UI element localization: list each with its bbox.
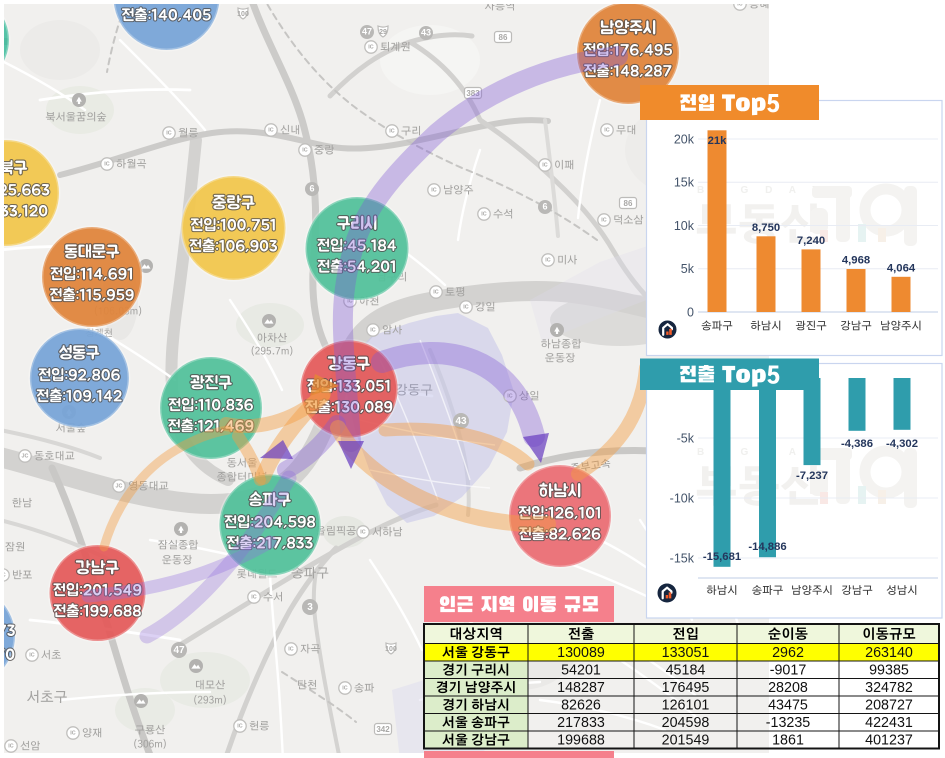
svg-text:43: 43 bbox=[455, 416, 467, 427]
svg-text:20k: 20k bbox=[674, 132, 695, 146]
svg-text:126101: 126101 bbox=[662, 697, 710, 713]
svg-text:199688: 199688 bbox=[557, 732, 605, 748]
svg-text:IC: IC bbox=[463, 305, 468, 311]
svg-text:IC: IC bbox=[342, 686, 347, 692]
svg-text:130089: 130089 bbox=[557, 645, 605, 661]
svg-text:28208: 28208 bbox=[768, 680, 808, 696]
svg-text:148287: 148287 bbox=[557, 680, 605, 696]
svg-text:-4,302: -4,302 bbox=[886, 438, 918, 450]
svg-text:176495: 176495 bbox=[662, 680, 710, 696]
svg-text:IC: IC bbox=[433, 290, 438, 296]
svg-text:JC: JC bbox=[116, 484, 123, 490]
svg-text:5k: 5k bbox=[681, 262, 695, 276]
svg-text:IC: IC bbox=[104, 162, 109, 168]
svg-text:29: 29 bbox=[379, 29, 387, 36]
svg-text:4,064: 4,064 bbox=[887, 262, 916, 274]
svg-text:IC: IC bbox=[251, 595, 256, 601]
svg-text:1861: 1861 bbox=[772, 732, 804, 748]
svg-text:-13235: -13235 bbox=[766, 715, 811, 731]
svg-text:100: 100 bbox=[237, 11, 249, 18]
svg-text:IC: IC bbox=[70, 731, 75, 737]
svg-text:263140: 263140 bbox=[865, 645, 913, 661]
svg-text:3: 3 bbox=[307, 602, 313, 613]
svg-text:2962: 2962 bbox=[772, 645, 804, 661]
svg-text:IC: IC bbox=[360, 530, 365, 536]
svg-text:201549: 201549 bbox=[662, 732, 710, 748]
svg-text:-9017: -9017 bbox=[770, 662, 807, 678]
svg-text:54201: 54201 bbox=[561, 662, 601, 678]
svg-text:-14,886: -14,886 bbox=[748, 541, 786, 553]
svg-text:6: 6 bbox=[542, 202, 547, 212]
svg-text:IC: IC bbox=[237, 724, 242, 730]
svg-text:15k: 15k bbox=[674, 176, 695, 190]
svg-text:45184: 45184 bbox=[666, 662, 706, 678]
svg-text:47: 47 bbox=[173, 645, 185, 656]
svg-text:99385: 99385 bbox=[869, 662, 909, 678]
svg-text:IC: IC bbox=[737, 2, 742, 8]
svg-text:IC: IC bbox=[601, 218, 606, 224]
svg-text:82626: 82626 bbox=[561, 697, 601, 713]
svg-text:IC: IC bbox=[0, 573, 5, 579]
svg-text:JC: JC bbox=[22, 454, 29, 460]
svg-text:324782: 324782 bbox=[865, 680, 913, 696]
svg-text:IC: IC bbox=[288, 647, 293, 653]
svg-text:204598: 204598 bbox=[662, 715, 710, 731]
svg-text:4,968: 4,968 bbox=[842, 255, 870, 267]
svg-text:B I G D A T A: B I G D A T A bbox=[697, 185, 849, 196]
svg-text:86: 86 bbox=[499, 33, 508, 42]
svg-text:IC: IC bbox=[268, 128, 273, 134]
svg-text:-10k: -10k bbox=[670, 491, 695, 505]
svg-text:IC: IC bbox=[347, 299, 352, 305]
svg-text:IC: IC bbox=[481, 212, 486, 218]
svg-text:21k: 21k bbox=[708, 135, 728, 147]
svg-text:-4,386: -4,386 bbox=[841, 438, 873, 450]
svg-text:IC: IC bbox=[166, 131, 171, 137]
svg-text:8,750: 8,750 bbox=[752, 222, 780, 234]
svg-text:IC: IC bbox=[389, 129, 394, 135]
svg-text:IC: IC bbox=[542, 163, 547, 169]
svg-text:217833: 217833 bbox=[557, 715, 605, 731]
svg-text:IC: IC bbox=[8, 744, 13, 750]
svg-text:100: 100 bbox=[385, 646, 397, 653]
svg-text:IC: IC bbox=[370, 328, 375, 334]
svg-text:208727: 208727 bbox=[865, 697, 913, 713]
svg-text:-5k: -5k bbox=[677, 431, 695, 445]
svg-text:IC: IC bbox=[29, 653, 34, 659]
svg-text:IC: IC bbox=[604, 128, 609, 134]
svg-text:401237: 401237 bbox=[865, 732, 913, 748]
svg-text:-7,237: -7,237 bbox=[796, 470, 828, 482]
svg-text:133051: 133051 bbox=[662, 645, 710, 661]
svg-text:86: 86 bbox=[624, 199, 633, 208]
svg-text:IC: IC bbox=[368, 45, 373, 51]
svg-text:422431: 422431 bbox=[865, 715, 913, 731]
svg-text:-15,681: -15,681 bbox=[703, 551, 741, 563]
svg-text:383: 383 bbox=[466, 89, 480, 98]
svg-text:-15k: -15k bbox=[670, 551, 695, 565]
svg-text:6: 6 bbox=[309, 184, 314, 194]
svg-text:43: 43 bbox=[421, 28, 431, 38]
svg-text:IC: IC bbox=[431, 188, 436, 194]
svg-text:IC: IC bbox=[507, 394, 512, 400]
svg-text:43475: 43475 bbox=[768, 697, 808, 713]
svg-text:IC: IC bbox=[302, 148, 307, 154]
svg-text:0: 0 bbox=[687, 305, 694, 319]
svg-text:IC: IC bbox=[545, 258, 550, 264]
svg-text:342: 342 bbox=[376, 725, 390, 734]
svg-text:10k: 10k bbox=[674, 219, 695, 233]
svg-text:7,240: 7,240 bbox=[797, 235, 825, 247]
svg-text:47: 47 bbox=[362, 27, 372, 37]
